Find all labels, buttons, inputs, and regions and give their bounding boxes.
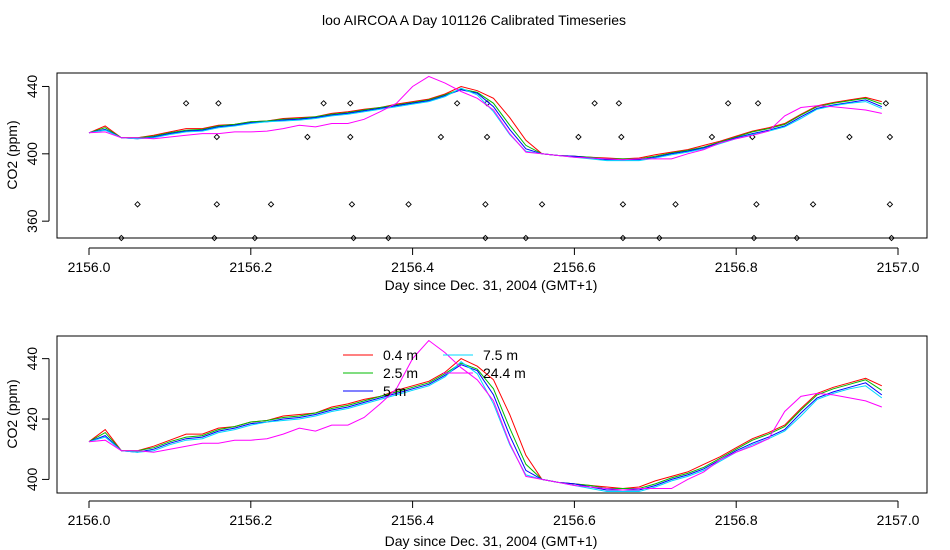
bottom-panel: Day since Dec. 31, 2004 (GMT+1) CO2 (ppm… (4, 335, 928, 549)
top-scatter-point (618, 133, 625, 141)
legend-label: 0.4 m (383, 347, 418, 363)
bottom-y-tick-label: 400 (24, 468, 40, 492)
top-scatter-markers (118, 100, 895, 242)
top-scatter-point (213, 201, 221, 208)
top-scatter-point (538, 201, 546, 208)
top-scatter-point (656, 234, 663, 242)
top-scatter-point (575, 133, 582, 141)
bottom-x-tick-label: 2156.8 (715, 512, 758, 528)
top-scatter-point (886, 133, 894, 141)
top-scatter-point (754, 100, 762, 107)
top-scatter-point (483, 133, 491, 141)
bottom-y-tick-label: 420 (24, 407, 40, 431)
top-x-tick-label: 2156.6 (553, 259, 596, 275)
top-scatter-point (882, 100, 890, 107)
top-series-2-5-m (88, 88, 882, 160)
top-x-tick-label: 2156.2 (229, 259, 272, 275)
top-scatter-point (809, 201, 817, 208)
top-scatter-point (267, 201, 275, 208)
top-scatter-point (724, 100, 732, 107)
top-y-tick-label: 360 (24, 209, 40, 233)
top-series-0-4-m (88, 85, 882, 160)
top-scatter-point (482, 234, 489, 242)
top-scatter-point (405, 201, 412, 208)
top-scatter-point (793, 234, 801, 242)
top-x-ticks: 2156.0 2156.2 2156.4 2156.6 2156.8 2157.0 (68, 247, 920, 275)
top-x-tick-label: 2156.0 (68, 259, 111, 275)
top-scatter-point (750, 234, 758, 242)
top-scatter-point (591, 100, 598, 107)
top-scatter-point (482, 201, 489, 208)
top-series-24-4-m (88, 75, 882, 161)
top-scatter-point (251, 234, 259, 242)
bottom-x-tick-label: 2156.4 (391, 512, 434, 528)
bottom-series-7-5-m (88, 361, 883, 492)
bottom-series-0-4-m (88, 358, 883, 490)
top-y-tick-label: 400 (24, 142, 40, 166)
top-scatter-point (134, 201, 141, 208)
bottom-series-lines (88, 339, 883, 492)
bottom-x-tick-label: 2156.0 (68, 512, 111, 528)
bottom-x-ticks: 2156.0 2156.2 2156.4 2156.6 2156.8 2157.0 (68, 500, 920, 528)
top-scatter-point (522, 234, 530, 242)
top-scatter-point (888, 234, 895, 242)
legend-label: 7.5 m (483, 347, 518, 363)
top-scatter-point (619, 234, 627, 242)
top-x-tick-label: 2157.0 (877, 259, 920, 275)
top-x-tick-label: 2156.8 (715, 259, 758, 275)
legend-label: 5 m (383, 383, 406, 399)
top-scatter-point (348, 201, 356, 208)
bottom-series-24-4-m (88, 339, 882, 491)
top-scatter-point (118, 234, 125, 242)
top-scatter-point (320, 100, 327, 107)
top-y-axis-label: CO2 (ppm) (4, 120, 20, 189)
bottom-x-tick-label: 2156.6 (553, 512, 596, 528)
bottom-series-2-5-m (88, 362, 883, 489)
top-scatter-point (846, 133, 853, 141)
bottom-y-axis-label: CO2 (ppm) (4, 379, 20, 448)
top-series-7-5-m (88, 87, 882, 162)
top-panel: Day since Dec. 31, 2004 (GMT+1) CO2 (ppm… (4, 72, 928, 293)
top-scatter-point (347, 133, 354, 141)
top-scatter-point (211, 234, 218, 242)
top-scatter-point (886, 201, 894, 208)
top-plot-frame (56, 72, 928, 239)
top-scatter-point (672, 201, 679, 208)
top-series-5-m (88, 89, 882, 161)
bottom-y-tick-label: 440 (24, 347, 40, 371)
top-x-tick-label: 2156.4 (391, 259, 434, 275)
top-scatter-point (347, 100, 354, 107)
top-scatter-point (437, 133, 445, 141)
bottom-series-5-m (88, 364, 883, 491)
bottom-plot-frame (56, 335, 928, 494)
top-y-ticks: 360 400 440 (24, 75, 50, 233)
bottom-x-tick-label: 2157.0 (877, 512, 920, 528)
bottom-y-ticks: 400 420 440 (24, 347, 50, 492)
top-scatter-point (304, 133, 311, 141)
top-series-lines (88, 75, 882, 162)
top-y-tick-label: 440 (24, 75, 40, 99)
legend-label: 2.5 m (383, 365, 418, 381)
top-scatter-point (453, 100, 461, 107)
top-scatter-point (619, 201, 627, 208)
bottom-x-axis-label: Day since Dec. 31, 2004 (GMT+1) (385, 533, 598, 549)
top-scatter-point (615, 100, 623, 107)
top-scatter-point (215, 100, 222, 107)
legend: 0.4 m 7.5 m 2.5 m 24.4 m 5 m (343, 347, 526, 399)
top-scatter-point (213, 133, 221, 141)
bottom-x-tick-label: 2156.2 (229, 512, 272, 528)
top-x-axis-label: Day since Dec. 31, 2004 (GMT+1) (385, 277, 598, 293)
top-scatter-point (708, 133, 716, 141)
chart-title: loo AIRCOA A Day 101126 Calibrated Times… (322, 12, 626, 28)
top-scatter-point (753, 201, 760, 208)
top-scatter-point (182, 100, 190, 107)
legend-label: 24.4 m (483, 365, 526, 381)
top-scatter-point (350, 234, 357, 242)
top-scatter-point (385, 234, 392, 242)
